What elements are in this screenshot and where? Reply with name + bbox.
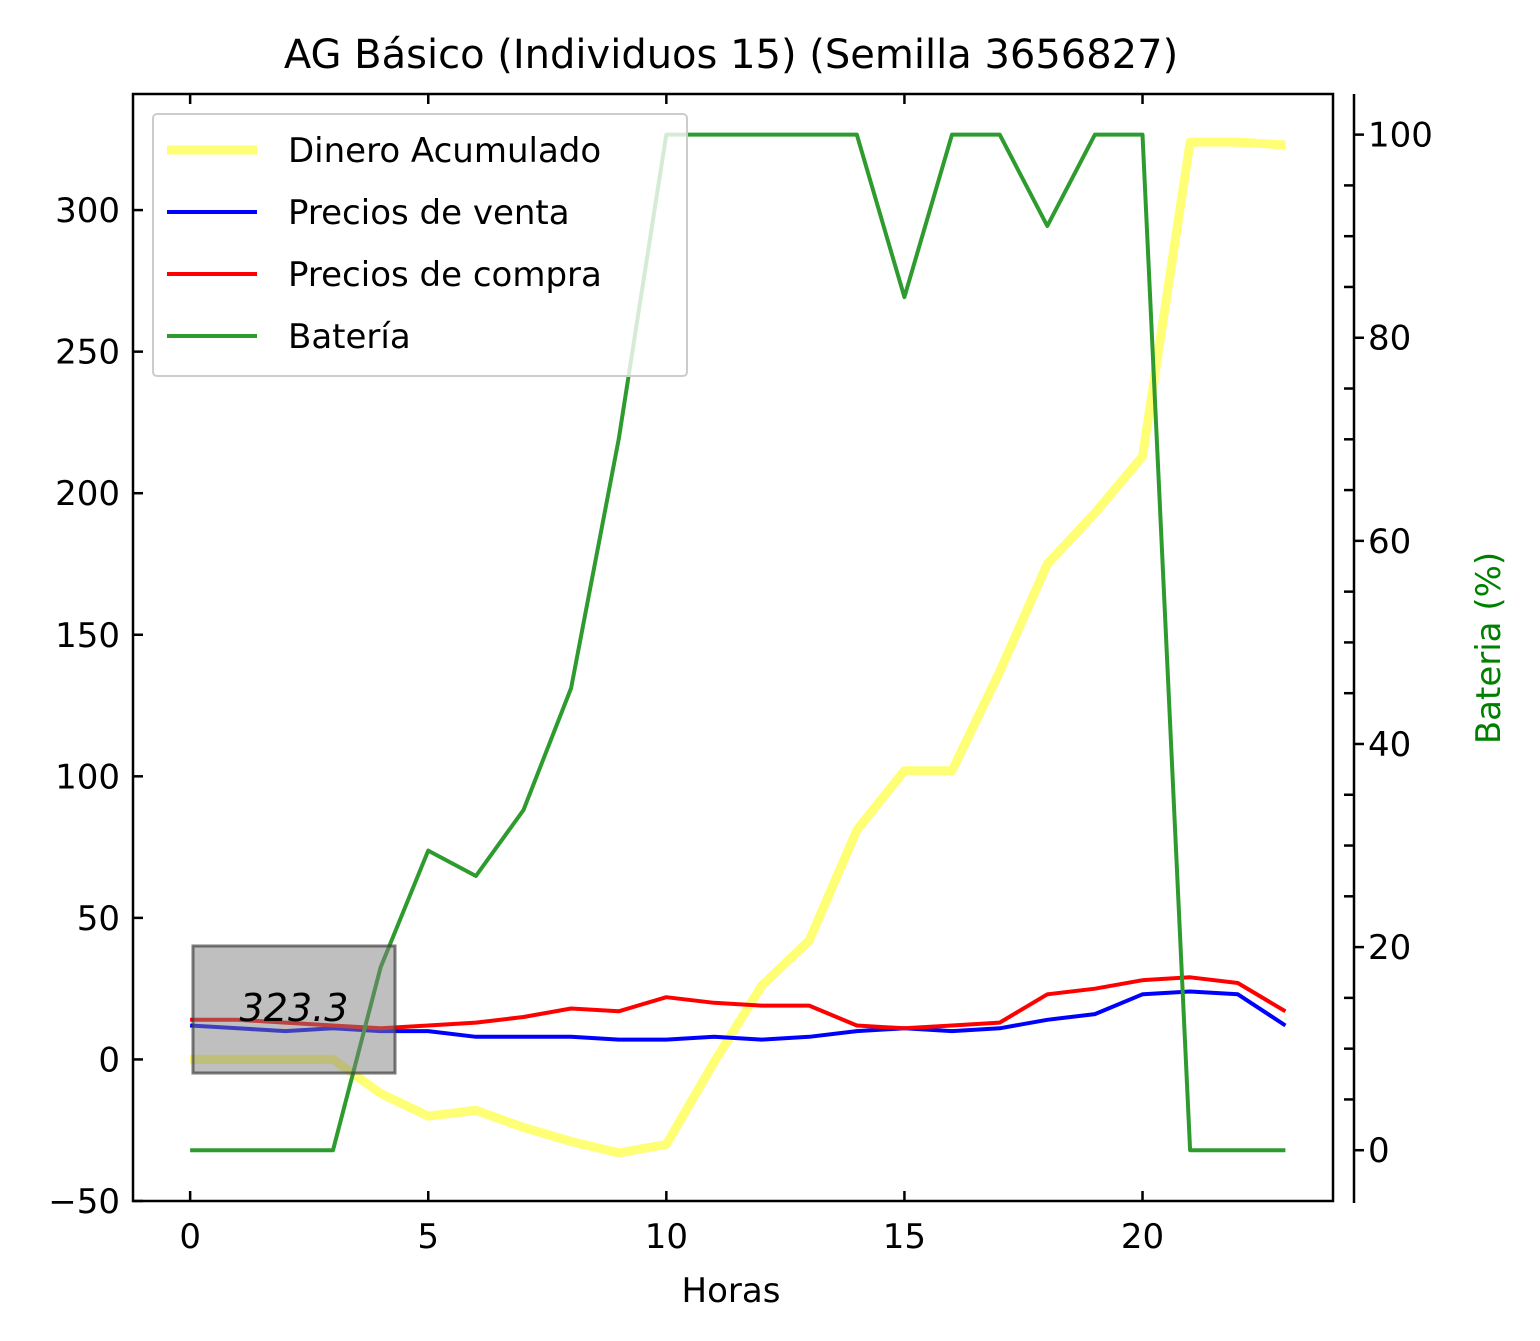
legend-label-2: Precios de compra (288, 255, 602, 295)
chart-title: AG Básico (Individuos 15) (Semilla 36568… (284, 32, 1178, 78)
x-tick-label-0: 0 (179, 1217, 201, 1257)
annotation-box (191, 944, 397, 1075)
y-tick-label-5: 200 (55, 474, 120, 514)
x-axis-label: Horas (682, 1271, 781, 1311)
annotation-layer: 323.3 (191, 944, 397, 1075)
series-line-0 (190, 137, 1286, 1158)
legend-box (152, 113, 688, 377)
y2-tick-label-5: 100 (1368, 116, 1433, 156)
y2-axis-label: Bateria (%) (1469, 552, 1509, 744)
legend: Dinero Acumulado Precios de venta Precios … (152, 113, 688, 377)
y-tick-label-1: 0 (98, 1040, 120, 1080)
annotation-label: 323.3 (240, 986, 349, 1030)
y-tick-label-4: 150 (55, 616, 120, 656)
legend-label-3: Batería (288, 317, 411, 357)
x-tick-label-2: 10 (645, 1217, 688, 1257)
x-tick-label-4: 20 (1121, 1217, 1164, 1257)
y2-tick-label-2: 40 (1368, 725, 1411, 765)
x-tick-label-3: 15 (883, 1217, 926, 1257)
ticks-layer: 0 5 10 15 20 −50 0 50 100 150 200 250 300 0 20 40 60 80 10… (48, 94, 1433, 1257)
y-tick-label-7: 300 (55, 191, 120, 231)
legend-label-1: Precios de venta (288, 193, 570, 233)
y2-tick-label-3: 60 (1368, 522, 1411, 562)
legend-label-0: Dinero Acumulado (288, 131, 601, 171)
y-tick-label-3: 100 (55, 757, 120, 797)
y2-tick-label-0: 0 (1368, 1131, 1390, 1171)
y-tick-label-6: 250 (55, 333, 120, 373)
y-tick-label-0: −50 (48, 1182, 120, 1222)
y-tick-label-2: 50 (77, 899, 120, 939)
plot-frame (131, 92, 1335, 1203)
x-tick-label-1: 5 (417, 1217, 439, 1257)
y2-tick-label-1: 20 (1368, 928, 1411, 968)
y2-tick-label-4: 80 (1368, 319, 1411, 359)
